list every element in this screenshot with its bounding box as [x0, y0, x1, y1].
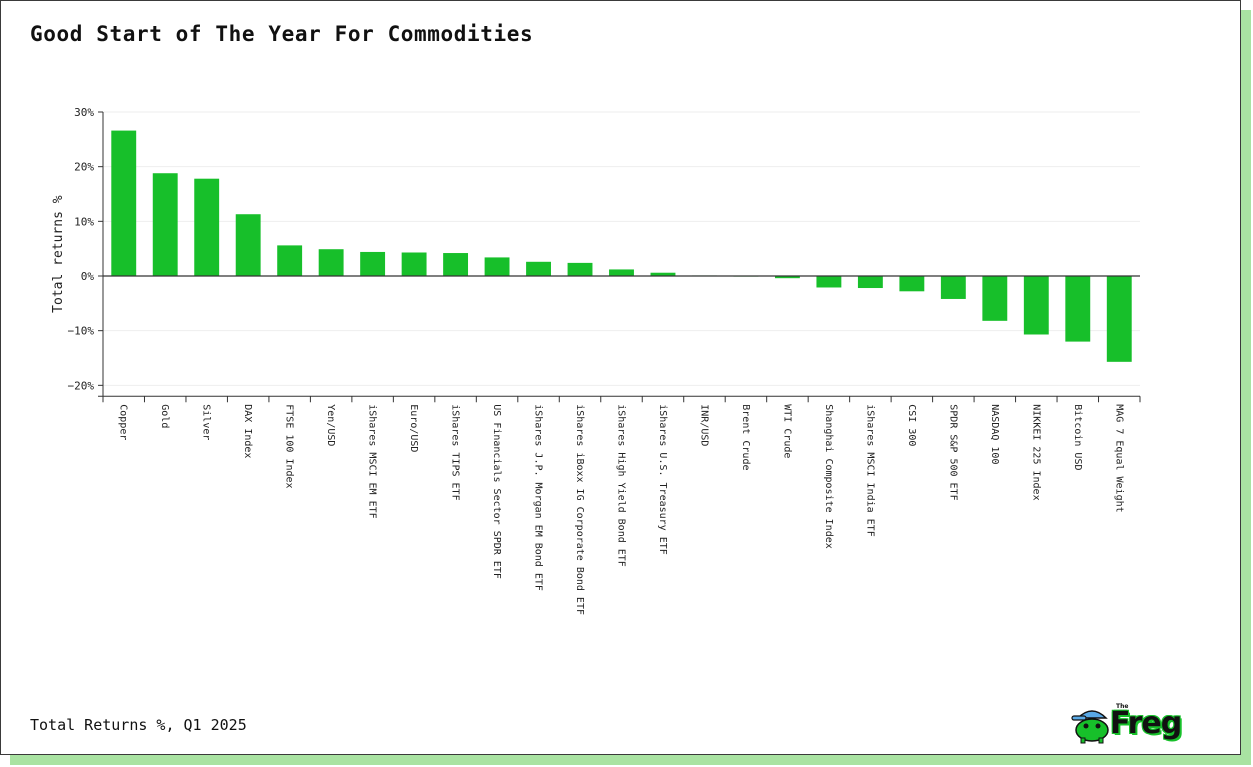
- bar: [194, 178, 220, 276]
- x-tick-label: iShares TIPS ETF: [450, 404, 461, 500]
- x-tick-label: iShares J.P. Morgan EM Bond ETF: [533, 404, 544, 591]
- x-tick-label: Copper: [118, 404, 129, 440]
- x-tick-label: Shanghai Composite Index: [823, 404, 834, 549]
- y-tick-label: −10%: [68, 325, 95, 338]
- bar: [277, 245, 303, 276]
- x-tick-label: US Financials Sector SPDR ETF: [491, 404, 502, 579]
- bar: [982, 276, 1008, 321]
- bar: [152, 173, 178, 276]
- x-tick-label: INR/USD: [698, 404, 709, 446]
- y-tick-label: 20%: [74, 161, 94, 174]
- logo-the-text: The: [1116, 703, 1129, 710]
- x-tick-label: Silver: [201, 404, 212, 440]
- y-axis-label: Total returns %: [51, 195, 66, 313]
- bar: [774, 276, 800, 279]
- chart-card: [0, 0, 1241, 755]
- bar: [1065, 276, 1091, 342]
- x-tick-label: NIKKEI 225 Index: [1030, 404, 1041, 500]
- chart-title: Good Start of The Year For Commodities: [30, 22, 534, 46]
- bar: [1023, 276, 1049, 335]
- x-tick-label: DAX Index: [242, 404, 253, 458]
- bar: [443, 253, 469, 276]
- bar: [1106, 276, 1132, 362]
- bar: [899, 276, 925, 292]
- x-tick-label: iShares MSCI EM ETF: [367, 404, 378, 518]
- x-tick-label: Euro/USD: [408, 404, 419, 452]
- x-tick-label: Yen/USD: [325, 404, 336, 446]
- bar: [609, 269, 634, 276]
- bar: [235, 214, 261, 276]
- bar: [360, 251, 386, 276]
- bar: [401, 252, 427, 276]
- bar: [484, 257, 510, 276]
- x-tick-label: NASDAQ 100: [989, 404, 1000, 464]
- bar: [857, 276, 883, 289]
- x-tick-label: Gold: [159, 404, 170, 428]
- bar: [650, 272, 676, 276]
- bar: [111, 130, 137, 276]
- y-tick-label: 0%: [81, 270, 95, 283]
- freg-logo-icon: [1071, 710, 1109, 744]
- x-tick-label: MAG 7 Equal Weight: [1113, 404, 1124, 512]
- bar: [940, 276, 966, 299]
- x-tick-label: CSI 300: [906, 404, 917, 446]
- y-tick-label: 30%: [74, 106, 94, 119]
- logo-wordmark: Freg: [1110, 706, 1182, 741]
- x-tick-label: WTI Crude: [781, 404, 792, 458]
- x-tick-label: Bitcoin USD: [1072, 404, 1083, 470]
- x-tick-label: iShares iBoxx IG Corporate Bond ETF: [574, 404, 585, 615]
- x-tick-label: Brent Crude: [740, 404, 751, 470]
- y-tick-label: −20%: [68, 379, 95, 392]
- y-tick-label: 10%: [74, 215, 94, 228]
- x-tick-label: iShares MSCI India ETF: [864, 404, 875, 536]
- bar: [318, 249, 344, 276]
- x-tick-label: FTSE 100 Index: [284, 404, 295, 488]
- x-tick-label: iShares High Yield Bond ETF: [616, 404, 627, 567]
- x-tick-label: iShares U.S. Treasury ETF: [657, 404, 668, 555]
- chart-footnote: Total Returns %, Q1 2025: [30, 716, 247, 734]
- bar: [526, 261, 551, 276]
- bar: [816, 276, 842, 288]
- x-tick-label: SPDR S&P 500 ETF: [947, 404, 958, 500]
- bar: [567, 262, 593, 276]
